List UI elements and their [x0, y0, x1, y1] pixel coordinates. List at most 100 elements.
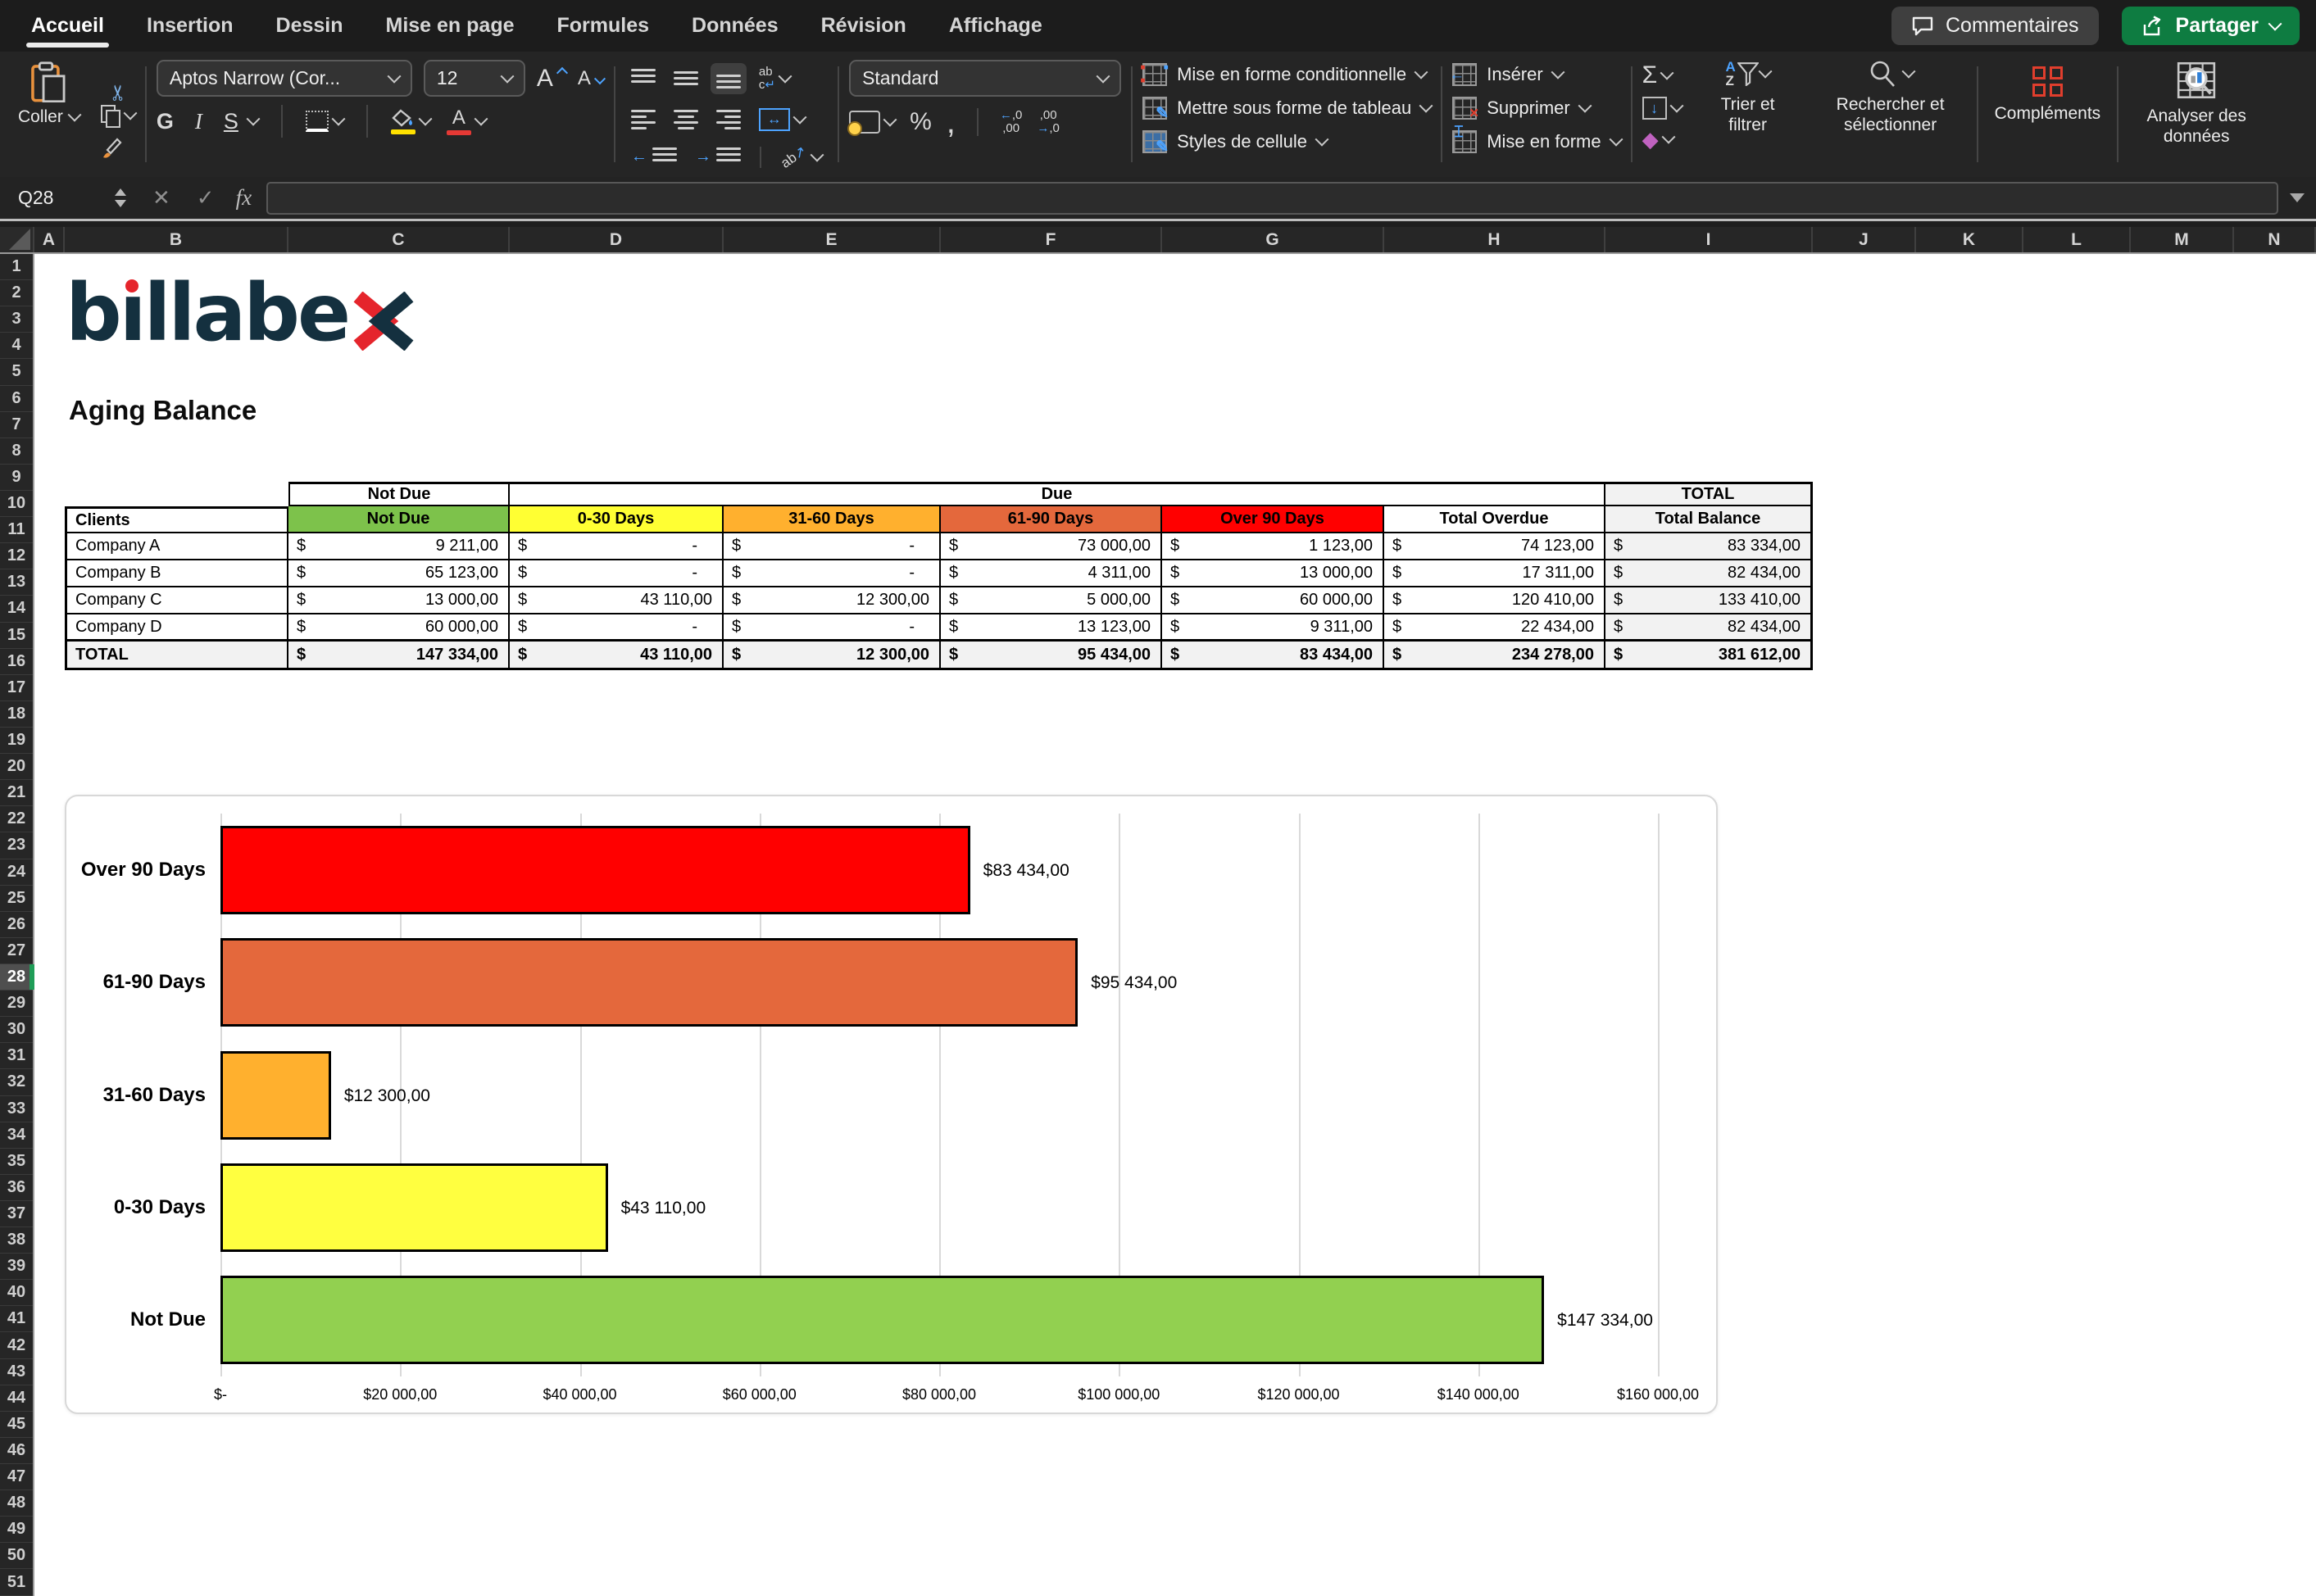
- row-header-25[interactable]: 25: [0, 886, 33, 912]
- amount-cell[interactable]: $-: [510, 533, 724, 560]
- client-cell[interactable]: Company C: [65, 587, 288, 614]
- row-header-13[interactable]: 13: [0, 569, 33, 596]
- row-header-27[interactable]: 27: [0, 938, 33, 964]
- cut-button[interactable]: ✂: [107, 67, 129, 102]
- column-header-F[interactable]: F: [941, 227, 1162, 252]
- column-header-N[interactable]: N: [2234, 227, 2316, 252]
- menu-tab-accueil[interactable]: Accueil: [31, 0, 104, 52]
- row-header-41[interactable]: 41: [0, 1306, 33, 1332]
- column-header-A[interactable]: A: [34, 227, 65, 252]
- row-header-38[interactable]: 38: [0, 1227, 33, 1254]
- increase-decimal-button[interactable]: ←,0,00: [1000, 109, 1023, 136]
- borders-button[interactable]: [306, 111, 343, 132]
- group-header-due[interactable]: Due: [510, 482, 1605, 506]
- amount-cell[interactable]: $-: [724, 560, 941, 587]
- chart-bar-61-90-days[interactable]: [220, 938, 1078, 1027]
- amount-cell[interactable]: $-: [510, 614, 724, 642]
- row-header-35[interactable]: 35: [0, 1149, 33, 1175]
- company-logo[interactable]: bıllabe: [66, 274, 414, 363]
- select-all-corner[interactable]: [0, 227, 34, 252]
- amount-cell[interactable]: $1 123,00: [1162, 533, 1384, 560]
- row-header-15[interactable]: 15: [0, 623, 33, 649]
- align-bottom-button[interactable]: [711, 63, 747, 94]
- row-header-21[interactable]: 21: [0, 780, 33, 806]
- confirm-entry-icon[interactable]: ✓: [197, 185, 215, 211]
- row-header-17[interactable]: 17: [0, 675, 33, 701]
- total-amount-cell[interactable]: $43 110,00: [510, 642, 724, 670]
- row-header-29[interactable]: 29: [0, 991, 33, 1017]
- menu-tab-affichage[interactable]: Affichage: [949, 0, 1042, 52]
- total-amount-cell[interactable]: $83 434,00: [1162, 642, 1384, 670]
- row-header-46[interactable]: 46: [0, 1438, 33, 1464]
- table-col-header-4[interactable]: 31-60 Days: [724, 506, 941, 533]
- align-middle-button[interactable]: [668, 63, 704, 94]
- menu-tab-données[interactable]: Données: [692, 0, 779, 52]
- amount-cell[interactable]: $13 000,00: [1162, 560, 1384, 587]
- row-header-23[interactable]: 23: [0, 832, 33, 859]
- row-header-19[interactable]: 19: [0, 728, 33, 754]
- row-header-5[interactable]: 5: [0, 359, 33, 385]
- row-header-11[interactable]: 11: [0, 517, 33, 543]
- chart-bar-not-due[interactable]: [220, 1276, 1544, 1364]
- row-header-50[interactable]: 50: [0, 1543, 33, 1569]
- wrap-text-button[interactable]: abc↵: [753, 60, 796, 97]
- row-header-44[interactable]: 44: [0, 1385, 33, 1412]
- row-header-30[interactable]: 30: [0, 1017, 33, 1043]
- amount-cell[interactable]: $-: [510, 560, 724, 587]
- amount-cell[interactable]: $74 123,00: [1384, 533, 1605, 560]
- total-amount-cell[interactable]: $234 278,00: [1384, 642, 1605, 670]
- row-header-39[interactable]: 39: [0, 1254, 33, 1280]
- row-header-8[interactable]: 8: [0, 438, 33, 465]
- row-header-6[interactable]: 6: [0, 386, 33, 412]
- font-name-select[interactable]: Aptos Narrow (Cor...: [157, 60, 412, 97]
- row-header-20[interactable]: 20: [0, 754, 33, 780]
- menu-tab-formules[interactable]: Formules: [557, 0, 650, 52]
- column-header-E[interactable]: E: [724, 227, 941, 252]
- format-cells-button[interactable]: ⌶ Mise en forme: [1452, 130, 1620, 153]
- sort-filter-button[interactable]: AZ Trier et filtrer: [1696, 60, 1800, 169]
- client-cell[interactable]: Company A: [65, 533, 288, 560]
- share-button[interactable]: Partager: [2122, 7, 2300, 45]
- amount-cell[interactable]: $5 000,00: [941, 587, 1162, 614]
- addins-button[interactable]: Compléments: [1988, 60, 2108, 169]
- menu-tab-mise-en-page[interactable]: Mise en page: [386, 0, 515, 52]
- table-col-header-2[interactable]: Not Due: [288, 506, 510, 533]
- amount-cell[interactable]: $120 410,00: [1384, 587, 1605, 614]
- cell-styles-button[interactable]: ✎ Styles de cellule: [1142, 130, 1431, 153]
- table-col-header-1[interactable]: Clients: [65, 506, 288, 533]
- align-left-button[interactable]: [625, 104, 661, 135]
- underline-button[interactable]: S: [224, 109, 238, 134]
- delete-cells-button[interactable]: × Supprimer: [1452, 97, 1620, 120]
- row-header-22[interactable]: 22: [0, 806, 33, 832]
- chart-bar-over-90-days[interactable]: [220, 826, 970, 914]
- chart-bar-0-30-days[interactable]: [220, 1163, 608, 1252]
- menu-tab-révision[interactable]: Révision: [821, 0, 906, 52]
- amount-cell[interactable]: $22 434,00: [1384, 614, 1605, 642]
- row-header-4[interactable]: 4: [0, 333, 33, 359]
- row-header-42[interactable]: 42: [0, 1332, 33, 1358]
- column-header-J[interactable]: J: [1813, 227, 1916, 252]
- amount-cell[interactable]: $9 311,00: [1162, 614, 1384, 642]
- amount-cell[interactable]: $83 334,00: [1605, 533, 1813, 560]
- client-cell[interactable]: Company D: [65, 614, 288, 642]
- row-header-9[interactable]: 9: [0, 465, 33, 491]
- table-col-header-7[interactable]: Total Overdue: [1384, 506, 1605, 533]
- amount-cell[interactable]: $9 211,00: [288, 533, 510, 560]
- row-header-48[interactable]: 48: [0, 1490, 33, 1517]
- total-amount-cell[interactable]: $12 300,00: [724, 642, 941, 670]
- amount-cell[interactable]: $12 300,00: [724, 587, 941, 614]
- format-painter-button[interactable]: [101, 136, 135, 159]
- amount-cell[interactable]: $82 434,00: [1605, 560, 1813, 587]
- menu-tab-insertion[interactable]: Insertion: [147, 0, 234, 52]
- row-header-16[interactable]: 16: [0, 649, 33, 675]
- total-amount-cell[interactable]: $95 434,00: [941, 642, 1162, 670]
- amount-cell[interactable]: $13 000,00: [288, 587, 510, 614]
- row-header-28[interactable]: 28: [0, 964, 33, 991]
- formula-input[interactable]: [266, 182, 2278, 215]
- total-amount-cell[interactable]: $147 334,00: [288, 642, 510, 670]
- orientation-button[interactable]: ab↗: [774, 143, 828, 171]
- font-color-button[interactable]: A: [447, 108, 486, 135]
- client-cell[interactable]: Company B: [65, 560, 288, 587]
- name-box[interactable]: Q28: [11, 187, 115, 209]
- fill-color-button[interactable]: [391, 109, 430, 134]
